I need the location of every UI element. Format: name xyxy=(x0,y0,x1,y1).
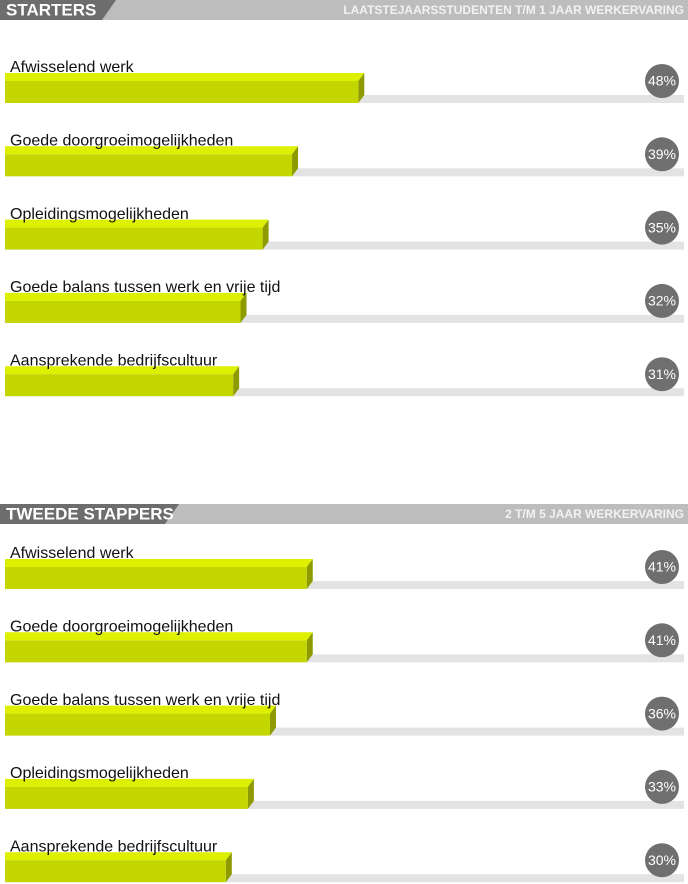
bar-top xyxy=(5,73,365,81)
bar-track xyxy=(5,874,684,883)
bar-side xyxy=(233,366,240,397)
value-label: 35% xyxy=(648,219,676,235)
value-label: 39% xyxy=(648,146,676,162)
bar-side xyxy=(292,146,299,177)
value-badge xyxy=(645,64,679,98)
bar-side xyxy=(262,219,269,250)
bar-label: Goede doorgroeimogelijkheden xyxy=(10,133,233,150)
bar-track xyxy=(5,654,684,663)
bar-top xyxy=(5,146,299,155)
value-label: 48% xyxy=(648,73,676,89)
value-label: 41% xyxy=(648,632,676,648)
bar-track xyxy=(5,241,684,250)
bar-top xyxy=(5,292,247,301)
value-label: 30% xyxy=(648,852,676,868)
bar-side xyxy=(269,705,276,736)
bar-top xyxy=(5,632,313,641)
bar xyxy=(5,567,307,589)
bar-top xyxy=(5,366,240,375)
chart-subtitle: LAATSTEJAARSSTUDENTEN T/M 1 JAAR WERKERV… xyxy=(343,3,684,17)
bar-label: Aansprekende bedrijfscultuur xyxy=(10,352,218,369)
bar-label: Afwisselend werk xyxy=(10,545,135,562)
bar xyxy=(5,81,359,103)
bar xyxy=(5,713,270,736)
value-badge xyxy=(645,550,679,584)
value-badge xyxy=(645,283,679,318)
bar-side xyxy=(225,852,232,883)
bar-top xyxy=(5,852,232,861)
bar xyxy=(5,374,234,397)
bar-track xyxy=(5,388,684,397)
bar-label: Opleidingsmogelijkheden xyxy=(10,206,189,223)
bar xyxy=(5,300,241,323)
chart-subtitle: 2 T/M 5 JAAR WERKERVARING xyxy=(505,507,684,521)
value-label: 33% xyxy=(648,779,676,795)
value-badge xyxy=(645,210,679,245)
bar-side xyxy=(240,292,247,323)
bar xyxy=(5,640,307,663)
bar-side xyxy=(306,559,313,589)
bar-track xyxy=(5,168,684,177)
bar-label: Goede doorgroeimogelijkheden xyxy=(10,619,233,636)
bar-track xyxy=(5,727,684,736)
value-badge xyxy=(645,843,679,878)
bar-top xyxy=(5,778,254,787)
bar-track xyxy=(5,581,684,589)
bar-top xyxy=(5,219,269,228)
value-label: 32% xyxy=(648,293,676,309)
bar-side xyxy=(247,778,254,809)
bar-label: Opleidingsmogelijkheden xyxy=(10,765,189,782)
bar-track xyxy=(5,314,684,323)
bar-track xyxy=(5,800,684,809)
header-band xyxy=(0,0,688,20)
bar xyxy=(5,227,263,250)
value-badge xyxy=(645,137,679,172)
bar-side xyxy=(306,632,313,663)
value-badge xyxy=(645,696,679,731)
bar-top xyxy=(5,559,313,567)
bar xyxy=(5,154,293,177)
header-tab xyxy=(0,504,179,524)
value-label: 41% xyxy=(648,559,676,575)
chart-title: STARTERS xyxy=(6,0,96,19)
value-badge xyxy=(645,623,679,658)
bar-top xyxy=(5,705,276,714)
bar xyxy=(5,786,248,809)
value-label: 36% xyxy=(648,705,676,721)
bar-side xyxy=(358,73,365,103)
value-label: 31% xyxy=(648,366,676,382)
bar xyxy=(5,860,226,883)
bar-label: Afwisselend werk xyxy=(10,59,135,76)
value-badge xyxy=(645,769,679,804)
value-badge xyxy=(645,357,679,392)
chart-title: TWEEDE STAPPERS xyxy=(6,504,174,523)
bar-label: Goede balans tussen werk en vrije tijd xyxy=(10,692,280,709)
bar-label: Goede balans tussen werk en vrije tijd xyxy=(10,279,280,296)
bar-label: Aansprekende bedrijfscultuur xyxy=(10,838,218,855)
header-tab xyxy=(0,0,116,20)
